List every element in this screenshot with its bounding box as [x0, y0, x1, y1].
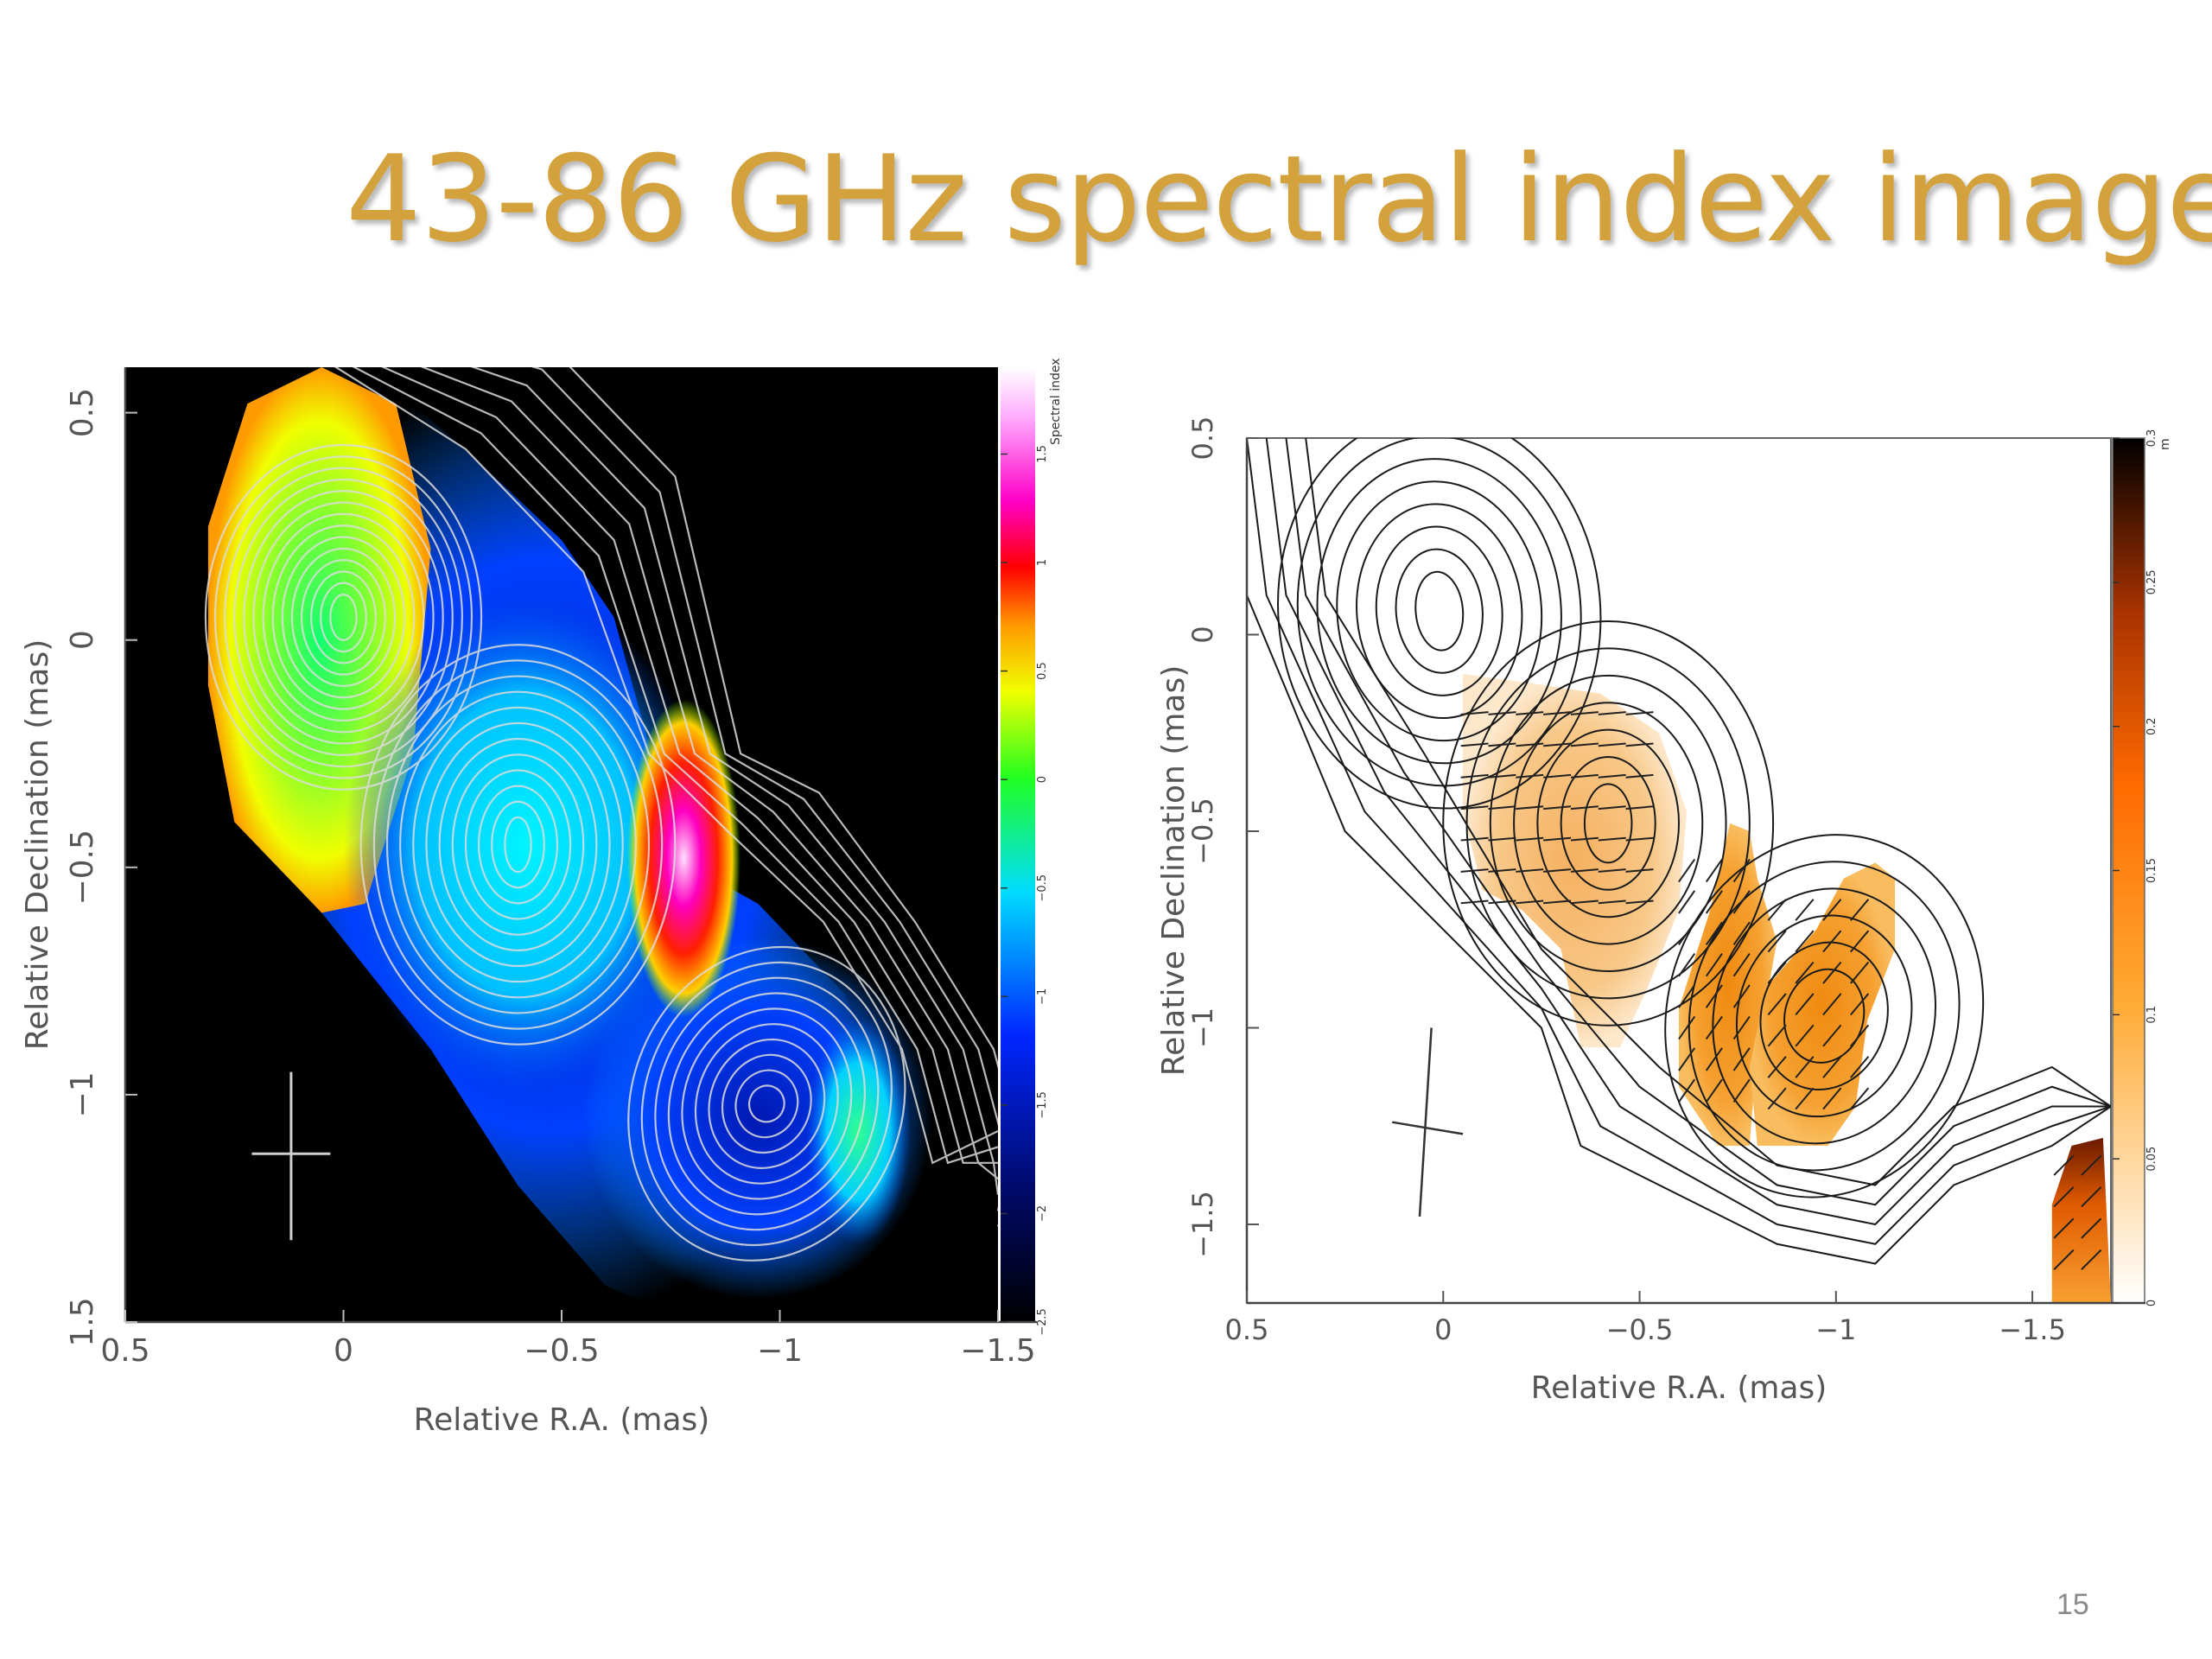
left-colorbar-label: Spectral index: [1049, 358, 1063, 445]
y-tick-label: −0.5: [1186, 798, 1219, 865]
y-tick-label: 0.5: [65, 388, 100, 437]
right-axes: 0.5 0 −0.5 −1 −1.5 0.5 0 −0.5 −1 −1.5 0.3 0.25 0.2 0.…: [1186, 416, 2158, 1346]
x-tick-label: −1: [757, 1333, 803, 1369]
right-polarization-map: [1247, 438, 2111, 1303]
colorbar-tick-label: −2: [1036, 1205, 1049, 1222]
colorbar-tick-label: 1.5: [1036, 445, 1049, 463]
y-tick-label: −1.5: [1186, 1191, 1219, 1258]
x-tick-label: 0: [1434, 1313, 1452, 1346]
colorbar-tick-label: 0.05: [2145, 1147, 2158, 1172]
right-panel: 0.5 0 −0.5 −1 −1.5 0.5 0 −0.5 −1 −1.5 0.3 0.25 0.2 0.…: [1156, 416, 2172, 1406]
x-tick-label: 0: [334, 1333, 353, 1369]
left-beam-cross: [251, 1071, 331, 1241]
left-y-axis-label: Relative Declination (mas): [20, 639, 55, 1051]
y-tick-label: −1: [65, 1071, 100, 1117]
colorbar-tick-label: −1.5: [1036, 1091, 1049, 1119]
colorbar-tick-label: −2.5: [1036, 1308, 1049, 1336]
colorbar-tick-label: 0: [1036, 776, 1049, 783]
colorbar-tick-label: 0.25: [2145, 569, 2158, 594]
page-number: 15: [2056, 1588, 2089, 1621]
x-tick-label: −1.5: [960, 1333, 1035, 1369]
x-tick-label: −1: [1815, 1313, 1856, 1346]
colorbar-tick-label: −0.5: [1036, 874, 1049, 902]
y-tick-label: 0: [1186, 626, 1219, 643]
left-x-axis-label: Relative R.A. (mas): [414, 1402, 710, 1438]
colorbar-tick-label: −1: [1036, 988, 1049, 1005]
right-patch-edge: [2051, 1137, 2111, 1303]
y-tick-label: 0.5: [1186, 416, 1219, 461]
y-tick-label: −0.5: [65, 830, 100, 905]
right-patch-upper: [1463, 674, 1688, 1048]
right-colorbar-label: m: [2158, 438, 2172, 450]
right-beam-cross: [1391, 1027, 1464, 1217]
x-tick-label: 0.5: [100, 1333, 149, 1369]
left-steep-edge-region: [626, 699, 741, 1018]
colorbar-tick-label: 0.5: [1036, 662, 1049, 680]
left-contours: [204, 367, 998, 1262]
colorbar-tick-label: 0.3: [2145, 429, 2158, 448]
colorbar-tick-label: 0.15: [2145, 858, 2158, 883]
left-spectral-map: [204, 367, 998, 1322]
colorbar-tick-label: 0.1: [2145, 1006, 2158, 1024]
y-tick-label: 0: [65, 630, 100, 650]
slide-title: 43-86 GHz spectral index image: [346, 130, 2212, 269]
colorbar-tick-label: 0.2: [2145, 717, 2158, 735]
y-tick-label: 1.5: [65, 1297, 100, 1346]
x-tick-label: 0.5: [1225, 1313, 1269, 1346]
right-polarization-vectors: [1460, 711, 2102, 1270]
y-tick-label: −1: [1186, 1007, 1219, 1048]
x-tick-label: −0.5: [1606, 1313, 1674, 1346]
x-tick-label: −0.5: [524, 1333, 599, 1369]
left-axes: 0.5 0 −0.5 −1 −1.5 0.5 0 −0.5 −1 1.5 1.5 1 0.5 0 −0.5 −…: [65, 367, 1049, 1369]
right-y-axis-label: Relative Declination (mas): [1156, 665, 1192, 1077]
left-panel: 0.5 0 −0.5 −1 −1.5 0.5 0 −0.5 −1 1.5 1.5 1 0.5 0 −0.5 −…: [20, 358, 1063, 1438]
right-x-axis-label: Relative R.A. (mas): [1531, 1370, 1827, 1406]
colorbar-tick-label: 1: [1036, 559, 1049, 566]
colorbar-tick-label: 0: [2145, 1300, 2158, 1306]
x-tick-label: −1.5: [1999, 1313, 2066, 1346]
left-colorbar: [1001, 367, 1035, 1322]
left-mid-region: [343, 594, 710, 1095]
right-contours: [1247, 438, 2111, 1265]
